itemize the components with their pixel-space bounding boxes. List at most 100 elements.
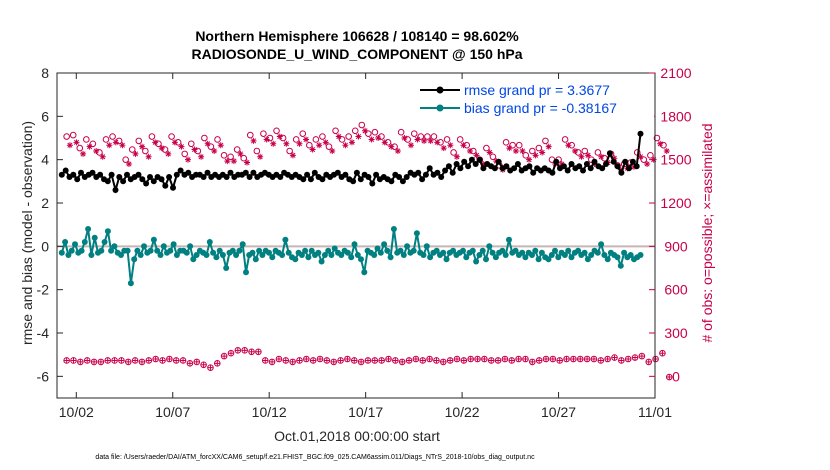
bias-point [427, 254, 434, 261]
bias-point [325, 247, 332, 254]
obs-bottom-assimilated-point [461, 358, 467, 363]
bias-point [440, 249, 447, 256]
obs-possible-point [450, 149, 457, 156]
obs-assimilated-point [447, 142, 454, 149]
obs-assimilated-point [86, 143, 93, 150]
rmse-point [480, 165, 487, 172]
rmse-point [434, 169, 441, 176]
rmse-point [185, 169, 192, 176]
obs-possible-point [535, 144, 543, 152]
obs-bottom-assimilated-point [618, 358, 624, 363]
obs-bottom-possible-point [330, 358, 338, 366]
obs-assimilated-point [230, 158, 237, 165]
obs-bottom-assimilated-point [372, 358, 378, 363]
obs-bottom-possible-point [426, 355, 433, 363]
bias-point [598, 241, 605, 248]
rmse-point [177, 167, 184, 174]
bias-point [118, 252, 124, 258]
obs-possible-point [220, 152, 228, 159]
obs-assimilated-point [322, 139, 329, 146]
obs-bottom-possible-point [529, 358, 536, 366]
obs-bottom-assimilated-point [214, 360, 220, 366]
obs-possible-point [345, 133, 352, 140]
obs-assimilated-point [211, 148, 218, 154]
rmse-point [503, 163, 510, 170]
obs-assimilated-point [368, 136, 375, 143]
obs-bottom-possible-point [124, 358, 132, 366]
obs-assimilated-point [545, 143, 552, 150]
obs-assimilated-point [125, 161, 132, 167]
rmse-point [373, 171, 380, 178]
rmse-point [449, 169, 456, 176]
obs-assimilated-point [329, 148, 336, 154]
obs-possible-point [168, 133, 175, 140]
rmse-point [78, 169, 84, 176]
obs-assimilated-point [93, 148, 100, 154]
obs-bottom-possible-point [487, 357, 495, 364]
obs-bottom-assimilated-point [290, 359, 296, 365]
obs-bottom-assimilated-point [488, 358, 494, 363]
bias-point [213, 254, 220, 261]
right-y-tick-label: 600 [664, 282, 688, 298]
obs-assimilated-point [237, 150, 244, 157]
rmse-point [97, 171, 104, 178]
bias-point [483, 256, 489, 263]
obs-bottom-assimilated-point [269, 359, 275, 365]
obs-possible-point [227, 153, 234, 161]
obs-bottom-assimilated-point [351, 358, 357, 363]
x-tick-label: 10/12 [252, 404, 287, 420]
rmse-point [457, 165, 464, 172]
bias-point [167, 247, 174, 254]
obs-possible-point [515, 141, 523, 149]
x-tick-label: 11/01 [638, 404, 672, 420]
obs-assimilated-point [158, 145, 165, 152]
obs-bottom-possible-point [104, 357, 112, 364]
left-y-tick-label: -4 [37, 325, 50, 341]
bias-point [157, 252, 164, 258]
rmse-point [120, 178, 127, 185]
obs-assimilated-point [171, 139, 178, 146]
obs-assimilated-point [611, 155, 618, 162]
obs-bottom-assimilated-point [660, 350, 665, 356]
rmse-point [158, 176, 165, 183]
right-y-tick-label: 300 [664, 325, 688, 341]
obs-bottom-possible-point [316, 355, 324, 363]
obs-bottom-assimilated-point [550, 356, 556, 362]
obs-possible-point [69, 131, 77, 139]
obs-possible-point [522, 152, 530, 159]
obs-assimilated-point [506, 145, 513, 152]
obs-bottom-assimilated-point [557, 358, 563, 363]
bias-point [104, 228, 111, 235]
rmse-point [606, 150, 613, 157]
bias-point [88, 252, 95, 258]
rmse-point [576, 163, 583, 170]
bias-point [371, 252, 378, 258]
bias-point [522, 254, 529, 261]
rmse-point [250, 169, 257, 176]
bias-point [134, 247, 141, 254]
obs-assimilated-point [316, 142, 323, 149]
rmse-point [307, 176, 314, 183]
obs-possible-point [430, 133, 438, 140]
obs-bottom-assimilated-point [208, 365, 213, 371]
obs-bottom-possible-point [604, 355, 611, 363]
obs-assimilated-point [184, 156, 191, 163]
obs-assimilated-point [178, 143, 185, 150]
obs-bottom-assimilated-point [166, 356, 172, 362]
bias-point [358, 256, 364, 263]
rmse-point [514, 161, 521, 167]
bias-point [229, 247, 236, 254]
right-y-tick-label: 1200 [660, 195, 691, 211]
bias-point [381, 241, 388, 248]
rmse-point [426, 165, 433, 172]
obs-bottom-assimilated-point [666, 374, 672, 380]
bias-point [243, 269, 249, 276]
obs-bottom-possible-point [419, 357, 427, 364]
obs-bottom-possible-point [63, 357, 70, 364]
obs-bottom-assimilated-point [584, 356, 590, 362]
rmse-point [626, 165, 632, 172]
bias-point [348, 254, 355, 261]
obs-bottom-assimilated-point [468, 356, 474, 362]
rmse-point [491, 165, 498, 172]
obs-assimilated-point [480, 161, 487, 167]
